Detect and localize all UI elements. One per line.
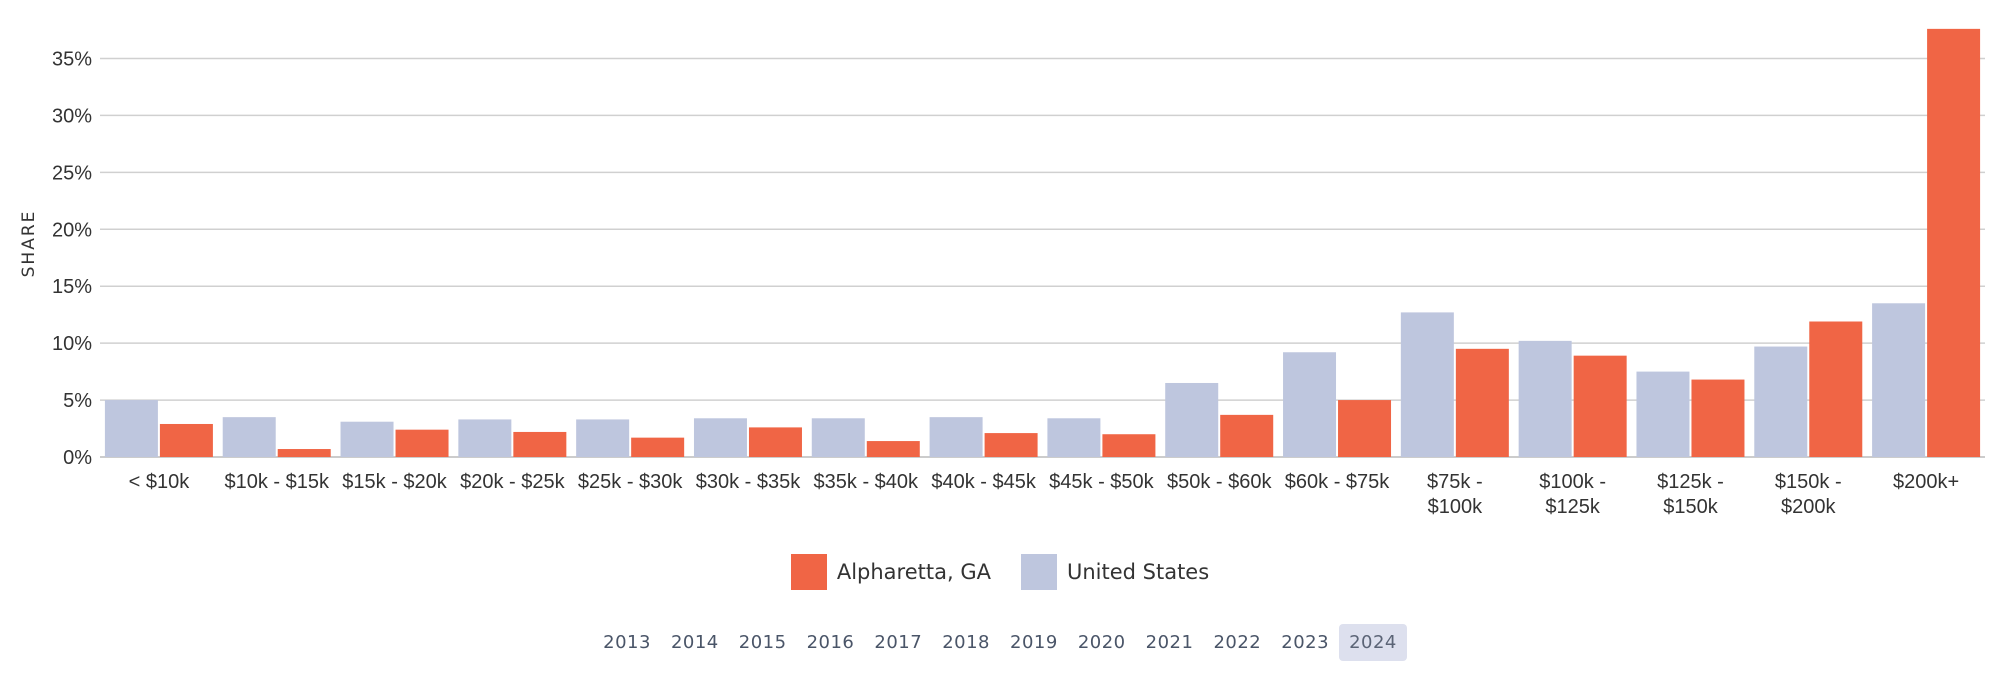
bar-alpharetta[interactable] (748, 427, 802, 457)
y-axis-label: SHARE (19, 210, 39, 278)
legend: Alpharetta, GA United States (0, 552, 2000, 592)
bar-united-states[interactable] (1283, 352, 1337, 457)
x-tick-label: $30k - $35k (696, 471, 802, 493)
x-tick-label: $150k (1663, 496, 1718, 518)
bar-alpharetta[interactable] (1573, 355, 1627, 457)
year-option-2022[interactable]: 2022 (1213, 631, 1262, 653)
bar-united-states[interactable] (1754, 346, 1808, 457)
year-option-2015[interactable]: 2015 (738, 631, 787, 653)
x-tick-label: $15k - $20k (342, 471, 448, 493)
income-distribution-chart: 0% 5% 10% 15% 20% 25% 30% 35% SHARE < $10k $10k … (19, 28, 1985, 518)
bar-united-states[interactable] (576, 419, 630, 457)
year-option-2017[interactable]: 2017 (874, 631, 923, 653)
year-option-2019[interactable]: 2019 (1010, 631, 1058, 653)
bar-united-states[interactable] (1047, 418, 1101, 457)
year-option-2021[interactable]: 2021 (1145, 631, 1194, 653)
legend-swatch-alpharetta (790, 554, 827, 590)
year-option-2023[interactable]: 2023 (1281, 631, 1330, 653)
bar-united-states[interactable] (811, 418, 865, 457)
year-option-2013[interactable]: 2013 (603, 631, 651, 653)
bars (104, 28, 1981, 458)
y-tick-label: 5% (63, 390, 92, 412)
gridlines (100, 57, 1985, 458)
legend-item-alpharetta[interactable]: Alpharetta, GA (790, 554, 991, 590)
year-selector: 2013 2014 2015 2016 2017 2018 2019 2020 2021 2022… (0, 623, 2000, 661)
year-option-2024[interactable]: 2024 (1339, 623, 1407, 661)
x-tick-label: $60k - $75k (1285, 471, 1391, 493)
bar-alpharetta[interactable] (1691, 379, 1745, 457)
bar-united-states[interactable] (1400, 312, 1454, 457)
x-tick-label: < $10k (129, 471, 191, 493)
bar-united-states[interactable] (458, 419, 512, 457)
bar-alpharetta[interactable] (984, 433, 1038, 457)
bar-united-states[interactable] (1872, 303, 1926, 457)
x-tick-label: $100k - (1539, 471, 1606, 493)
bar-united-states[interactable] (929, 417, 983, 457)
y-tick-label: 0% (63, 447, 92, 469)
y-tick-label: 35% (52, 48, 92, 70)
bar-united-states[interactable] (693, 418, 747, 457)
bar-united-states[interactable] (1636, 371, 1690, 457)
legend-label-alpharetta: Alpharetta, GA (836, 560, 991, 584)
y-tick-label: 20% (52, 219, 92, 241)
y-tick-label: 15% (52, 276, 92, 298)
x-tick-label: $25k - $30k (578, 471, 684, 493)
bar-united-states[interactable] (1165, 382, 1219, 457)
x-tick-label: $150k - (1775, 471, 1842, 493)
y-tick-label: 30% (52, 105, 92, 127)
x-tick-label: $75k - (1427, 471, 1483, 493)
x-tick-label: $20k - $25k (460, 471, 566, 493)
bar-alpharetta[interactable] (631, 437, 685, 457)
bar-alpharetta[interactable] (1809, 321, 1863, 457)
x-axis-ticks: < $10k $10k - $15k $15k - $20k $20k - $25k $… (129, 471, 1960, 518)
x-tick-label: $125k - (1657, 471, 1724, 493)
bar-alpharetta[interactable] (159, 423, 213, 457)
year-option-2016[interactable]: 2016 (806, 631, 855, 653)
x-tick-label: $50k - $60k (1167, 471, 1273, 493)
bar-united-states[interactable] (340, 421, 394, 457)
bar-united-states[interactable] (1518, 340, 1572, 457)
bar-alpharetta[interactable] (277, 449, 331, 457)
y-tick-label: 10% (52, 333, 92, 355)
x-tick-label: $35k - $40k (814, 471, 920, 493)
y-tick-label: 25% (52, 162, 92, 184)
x-tick-label: $100k (1428, 496, 1483, 518)
legend-swatch-united-states (1020, 554, 1057, 590)
y-axis-ticks: 0% 5% 10% 15% 20% 25% 30% 35% (52, 48, 92, 469)
bar-alpharetta[interactable] (1102, 434, 1156, 457)
x-tick-label: $40k - $45k (931, 471, 1037, 493)
bar-alpharetta[interactable] (866, 441, 920, 457)
bar-united-states[interactable] (222, 417, 276, 457)
legend-label-united-states: United States (1066, 560, 1210, 584)
bar-alpharetta[interactable] (1338, 400, 1392, 457)
legend-item-united-states[interactable]: United States (1020, 554, 1210, 590)
bar-alpharetta[interactable] (1927, 28, 1981, 458)
bar-united-states[interactable] (104, 400, 158, 457)
x-tick-label: $45k - $50k (1049, 471, 1155, 493)
bar-alpharetta[interactable] (395, 429, 449, 457)
x-tick-label: $200k+ (1893, 471, 1959, 493)
x-tick-label: $200k (1781, 496, 1836, 518)
bar-alpharetta[interactable] (1220, 414, 1274, 457)
year-option-2020[interactable]: 2020 (1077, 631, 1126, 653)
bar-alpharetta[interactable] (513, 431, 567, 457)
year-option-2018[interactable]: 2018 (942, 631, 990, 653)
x-tick-label: $10k - $15k (224, 471, 330, 493)
x-tick-label: $125k (1545, 496, 1600, 518)
year-option-2014[interactable]: 2014 (670, 631, 719, 653)
bar-alpharetta[interactable] (1455, 348, 1509, 457)
